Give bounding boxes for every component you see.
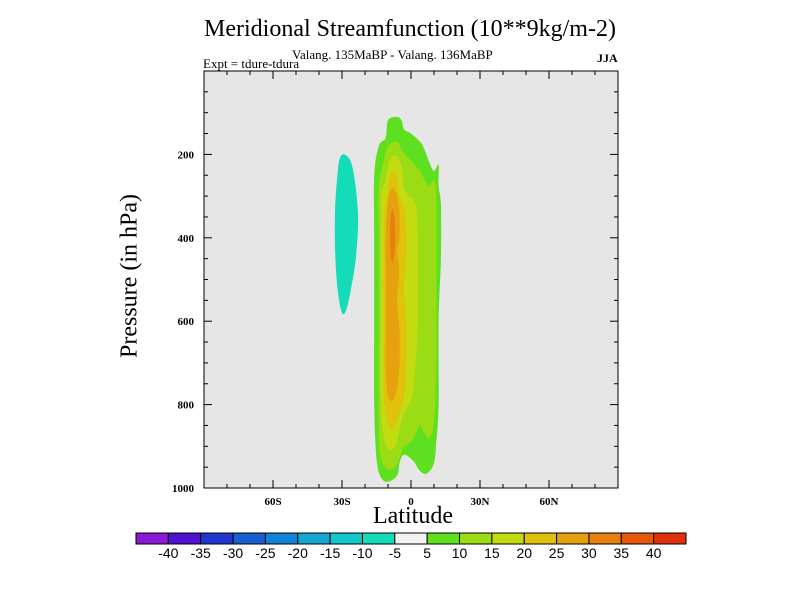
x-tick-label-0: 60S	[264, 496, 281, 508]
colorbar-label-14: 35	[614, 545, 630, 561]
x-tick-label-4: 60N	[540, 496, 559, 508]
colorbar-swatch-6	[329, 532, 363, 545]
colorbar-label-12: 25	[549, 545, 565, 561]
colorbar-label-1: -35	[191, 545, 211, 561]
colorbar-label-2: -30	[223, 545, 243, 561]
colorbar-label-0: -40	[158, 545, 178, 561]
y-tick-label-2: 600	[178, 316, 195, 328]
y-tick-label-4: 1000	[172, 483, 195, 495]
contour-region-0	[334, 154, 359, 315]
colorbar-swatch-4	[264, 532, 299, 545]
axis-ticks	[204, 71, 618, 488]
y-tick-label-3: 800	[178, 400, 195, 412]
colorbar: -40 -35 -30 -25 -20 -15 -10 -5 5 10 15 20 25 30 35 40	[135, 532, 687, 561]
colorbar-label-3: -25	[255, 545, 275, 561]
colorbar-swatch-11	[491, 532, 525, 545]
x-tick-label-3: 30N	[471, 496, 490, 508]
colorbar-swatch-14	[588, 532, 622, 545]
colorbar-swatch-1	[167, 532, 202, 545]
season-label: JJA	[597, 51, 618, 65]
x-axis-label: Latitude	[373, 503, 453, 529]
colorbar-swatch-3	[232, 532, 266, 545]
colorbar-label-11: 20	[516, 545, 532, 561]
colorbar-swatch-12	[523, 532, 558, 545]
colorbar-label-4: -20	[288, 545, 308, 561]
x-tick-label-1: 30S	[333, 496, 350, 508]
experiment-label: Expt = tdure-tdura	[203, 56, 300, 71]
colorbar-label-9: 10	[452, 545, 468, 561]
colorbar-label-15: 40	[646, 545, 662, 561]
y-tick-label-1: 400	[178, 233, 195, 245]
y-tick-label-0: 200	[178, 149, 195, 161]
x-tick-label-2: 0	[408, 496, 414, 508]
colorbar-swatch-8	[394, 532, 428, 545]
contour-region-6	[390, 208, 396, 263]
colorbar-swatch-15	[620, 532, 655, 545]
colorbar-swatch-5	[297, 532, 331, 545]
colorbar-swatch-2	[200, 532, 234, 545]
colorbar-label-13: 30	[581, 545, 597, 561]
colorbar-swatch-16	[653, 532, 687, 545]
contour-region-5	[385, 187, 400, 402]
colorbar-label-6: -10	[352, 545, 372, 561]
colorbar-label-8: 5	[423, 545, 431, 561]
plot-frame	[203, 70, 619, 489]
colorbar-swatch-9	[426, 532, 461, 545]
chart-title: Meridional Streamfunction (10**9kg/m-2)	[204, 16, 616, 42]
colorbar-label-5: -15	[320, 545, 340, 561]
colorbar-swatch-13	[556, 532, 590, 545]
colorbar-swatch-0	[135, 532, 169, 545]
colorbar-label-7: -5	[389, 545, 402, 561]
axis-tick-labels: 60S 30S 0 30N 60N 200 400 600 800 1000	[172, 149, 559, 508]
colorbar-label-10: 15	[484, 545, 500, 561]
colorbar-swatch-10	[459, 532, 493, 545]
chart-subtitle: Valang. 135MaBP - Valang. 136MaBP	[292, 47, 493, 62]
contour-layer	[334, 116, 442, 482]
colorbar-swatch-7	[361, 532, 396, 545]
